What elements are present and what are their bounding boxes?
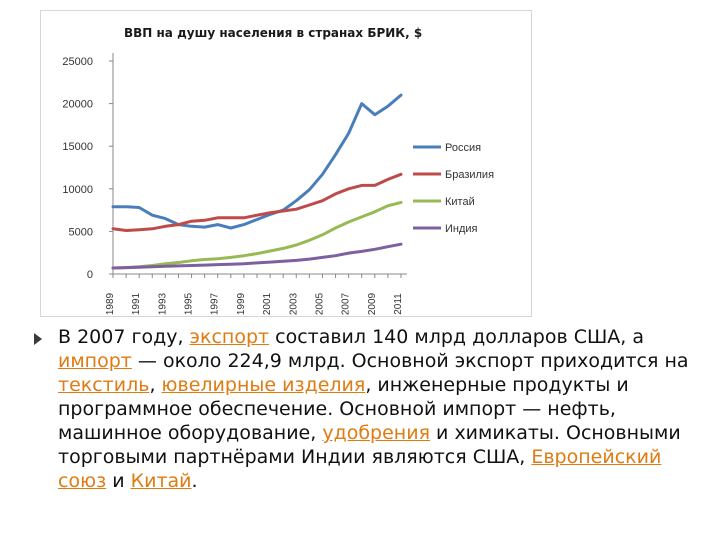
- x-tick-label: 2007: [341, 292, 352, 315]
- series-line-2: [111, 172, 403, 232]
- x-tick-label: 1989: [105, 292, 116, 315]
- text-segment: — около 224,9 млрд. Основной экспорт при…: [131, 350, 689, 372]
- x-tick-label: 1991: [131, 292, 142, 315]
- series-line-4: [111, 242, 403, 270]
- link-china[interactable]: Китай: [130, 470, 192, 492]
- link-import[interactable]: импорт: [58, 350, 132, 372]
- legend: Россия Бразилия Китай Индия: [413, 142, 494, 235]
- text-segment: и химикаты. Основными торговыми партнёра…: [58, 422, 681, 468]
- series-line-1: [111, 93, 403, 230]
- x-tick-label: 2003: [288, 292, 299, 315]
- x-tick-label: 2001: [262, 292, 273, 315]
- text-segment: В 2007 году,: [58, 326, 190, 348]
- y-tick-label: 15000: [62, 141, 93, 153]
- y-tick-label: 0: [87, 269, 93, 281]
- x-tick-label: 2011: [393, 293, 404, 315]
- series-lines: [111, 93, 403, 270]
- chart-svg: ВВП на душу населения в странах БРИК, $ …: [62, 26, 494, 315]
- text-segment: составил 140 млрд долларов США, а: [269, 326, 645, 348]
- y-tick-label: 10000: [62, 184, 93, 196]
- x-tick-label: 1997: [210, 292, 221, 315]
- text-segment: и: [106, 470, 131, 492]
- link-textile[interactable]: текстиль: [58, 374, 150, 396]
- text-segment: ,: [149, 374, 162, 396]
- text-segment: .: [191, 470, 198, 492]
- legend-label: Россия: [445, 142, 481, 154]
- legend-label: Китай: [445, 196, 475, 208]
- x-tick-label: 1995: [184, 292, 195, 315]
- body-paragraph: В 2007 году, экспорт составил 140 млрд д…: [58, 325, 714, 493]
- x-tick-label: 2005: [314, 292, 325, 315]
- chart-title: ВВП на душу населения в странах БРИК, $: [124, 26, 422, 40]
- legend-label: Индия: [445, 223, 478, 235]
- link-european-union[interactable]: Европейский союз: [58, 446, 662, 492]
- x-axis: 1989 1991 1993 1995 1997 1999 2001 2003 2005 2007…: [105, 273, 407, 315]
- y-axis: 0 5000 10000 15000 20000 25000: [62, 53, 114, 281]
- y-tick-label: 5000: [69, 226, 93, 238]
- x-tick-label: 1993: [157, 292, 168, 315]
- text-segment: , инженерные продукты и программное обес…: [58, 374, 629, 444]
- bullet-arrow-icon: [34, 333, 42, 345]
- y-tick-label: 20000: [62, 99, 93, 111]
- link-fertilizers[interactable]: удобрения: [322, 422, 431, 444]
- bullet-block: В 2007 году, экспорт составил 140 млрд д…: [34, 325, 714, 493]
- x-tick-label: 2009: [367, 292, 378, 315]
- y-tick-label: 25000: [62, 56, 93, 68]
- legend-label: Бразилия: [445, 169, 494, 181]
- x-tick-label: 1999: [236, 292, 247, 315]
- link-export[interactable]: экспорт: [189, 326, 270, 348]
- link-jewelry[interactable]: ювелирные изделия: [161, 374, 366, 396]
- chart-panel: ВВП на душу населения в странах БРИК, $ …: [40, 10, 532, 317]
- series-line-3: [111, 200, 403, 270]
